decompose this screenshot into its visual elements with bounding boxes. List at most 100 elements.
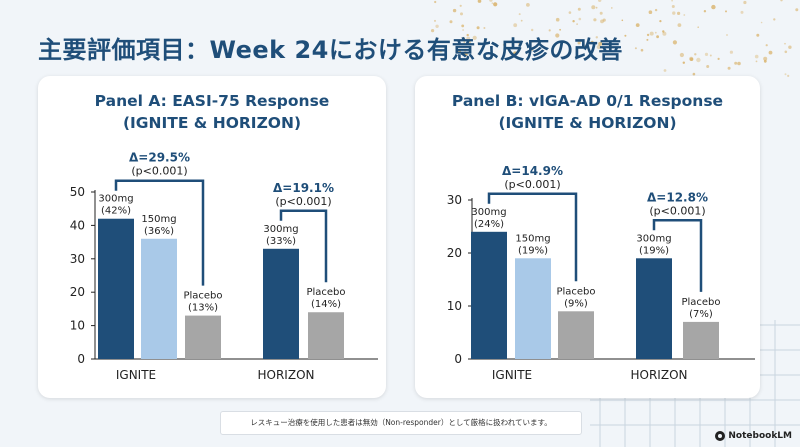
decorative-dot: [780, 0, 783, 2]
decorative-dot: [462, 29, 464, 31]
decorative-dot: [709, 54, 712, 57]
decorative-dot: [463, 51, 468, 57]
decorative-dot: [784, 73, 787, 76]
decorative-dot: [599, 11, 603, 15]
bar-placebo: [185, 315, 221, 359]
significance-bracket: [652, 219, 703, 292]
bar-placebo: [308, 312, 344, 359]
decorative-dot: [493, 2, 498, 7]
bar-label-dose: 300mg: [471, 207, 506, 218]
decorative-dot: [737, 61, 741, 66]
decorative-dot: [689, 56, 694, 62]
page-title: 主要評価項目：Week 24における有意な皮疹の改善: [38, 36, 623, 64]
decorative-dot: [434, 0, 437, 4]
decorative-dot: [568, 11, 572, 14]
panel-b-title-line1: Panel B: vIGA-AD 0/1 Response: [451, 92, 724, 110]
decorative-dot: [760, 21, 763, 24]
bar-placebo: [558, 311, 594, 359]
bar-150mg: [141, 238, 177, 359]
decorative-dot: [590, 40, 594, 44]
significance-bracket: [487, 192, 578, 282]
decorative-dot: [518, 13, 521, 16]
decorative-dot: [600, 19, 604, 24]
decorative-dot: [640, 48, 644, 52]
decorative-dot: [659, 20, 662, 23]
decorative-dot: [459, 4, 462, 7]
decorative-dot: [595, 36, 598, 39]
decorative-dot: [431, 29, 435, 33]
y-tick-label: 0: [454, 352, 462, 366]
decorative-dot: [449, 20, 453, 24]
decorative-dot: [530, 40, 534, 43]
decorative-dot: [576, 23, 578, 25]
decorative-dot: [548, 29, 551, 32]
category-label: IGNITE: [492, 368, 532, 382]
decorative-dot: [649, 31, 654, 36]
decorative-dot: [672, 11, 676, 15]
decorative-dot: [784, 50, 788, 54]
decorative-dot: [460, 12, 463, 16]
decorative-dot: [711, 4, 716, 10]
decorative-dot: [656, 35, 659, 39]
decorative-dot: [682, 61, 685, 64]
decorative-dot: [683, 14, 686, 16]
panel-a-title: Panel A: EASI-75 Response (IGNITE & HORI…: [38, 90, 386, 134]
p-value-label: (p<0.001): [275, 195, 331, 208]
bar-300mg: [636, 258, 672, 359]
panel-a-title-line2: (IGNITE & HORIZON): [122, 114, 302, 132]
bar-300mg: [263, 248, 299, 359]
decorative-dot: [466, 33, 469, 37]
y-tick-label: 10: [70, 319, 85, 333]
panel-b-title-line2: (IGNITE & HORIZON): [498, 114, 677, 132]
decorative-dot: [578, 17, 582, 21]
decorative-dot: [726, 34, 728, 36]
decorative-dot: [755, 60, 758, 63]
footnote: レスキュー治療を使用した患者は無効（Non-responder）として厳格に扱わ…: [220, 411, 582, 435]
decorative-dot: [532, 40, 535, 43]
p-value-label: (p<0.001): [504, 178, 560, 191]
decorative-dot: [696, 57, 701, 63]
decorative-dot: [439, 49, 443, 53]
notebooklm-icon: [715, 431, 726, 441]
brand-label: NotebookLM: [728, 431, 792, 441]
delta-label: Δ=19.1%: [273, 181, 334, 195]
y-tick-label: 40: [70, 218, 85, 232]
decorative-dot: [598, 0, 602, 2]
bar-label-value: (13%): [188, 303, 218, 314]
decorative-dot: [593, 42, 595, 44]
p-value-label: (p<0.001): [649, 204, 705, 217]
panel-b-card: Panel B: vIGA-AD 0/1 Response (IGNITE & …: [415, 76, 760, 398]
bar-label-dose: 300mg: [636, 233, 671, 244]
bar-label-dose: 150mg: [141, 214, 176, 225]
bar-label-dose: 150mg: [515, 233, 550, 244]
significance-bracket: [114, 179, 205, 286]
category-label: HORIZON: [631, 368, 688, 382]
decorative-dot: [706, 65, 710, 68]
category-label: HORIZON: [258, 368, 315, 382]
decorative-dot: [531, 28, 534, 32]
decorative-dot: [646, 33, 650, 37]
y-tick-label: 0: [77, 352, 85, 366]
decorative-dot: [648, 10, 653, 14]
decorative-dot: [773, 18, 776, 21]
decorative-dot: [477, 0, 482, 3]
decorative-dot: [463, 41, 466, 43]
bar-label-dose: Placebo: [556, 286, 595, 297]
decorative-dot: [596, 44, 601, 50]
decorative-dot: [634, 47, 637, 50]
decorative-dot: [598, 41, 603, 46]
decorative-dot: [468, 40, 471, 44]
decorative-dot: [787, 74, 790, 77]
bar-label-value: (9%): [564, 298, 588, 309]
decorative-dot: [646, 38, 649, 41]
decorative-dot: [513, 51, 518, 56]
decorative-dot: [694, 53, 697, 56]
decorative-dot: [677, 23, 682, 27]
decorative-dot: [692, 72, 696, 76]
decorative-dot: [754, 54, 759, 59]
bar-label-value: (14%): [311, 299, 341, 310]
decorative-dot: [654, 31, 657, 34]
decorative-dot: [611, 7, 613, 9]
bar-label-dose: Placebo: [681, 297, 720, 308]
decorative-dot: [671, 0, 673, 2]
